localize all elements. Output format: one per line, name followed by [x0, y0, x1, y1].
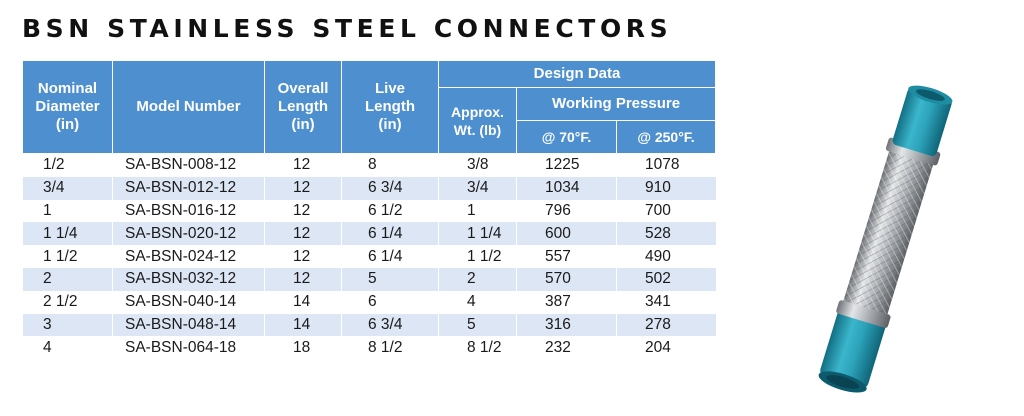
- cell-pressure-70f: 316: [516, 313, 617, 337]
- cell-pressure-250f: 528: [615, 222, 716, 246]
- cell-pressure-250f: 910: [615, 176, 716, 200]
- cell-pressure-70f: 600: [516, 222, 617, 246]
- table-row: 3/4 SA-BSN-012-12 12 6 3/4 3/4 1034 910: [22, 176, 716, 200]
- cell-pressure-70f: 570: [516, 267, 617, 291]
- cell-overall-length: 14: [264, 313, 342, 337]
- cell-model-number: SA-BSN-024-12: [112, 245, 265, 268]
- cell-pressure-250f: 278: [615, 313, 716, 337]
- braided-connector-image: [818, 85, 953, 393]
- cell-pressure-70f: 796: [516, 199, 617, 223]
- page-title: BSN STAINLESS STEEL CONNECTORS: [22, 14, 673, 43]
- cell-live-length: 6 1/4: [341, 222, 439, 246]
- cell-nominal-diameter: 1: [22, 199, 113, 223]
- header-nominal-diameter: Nominal Diameter (in): [22, 60, 113, 154]
- cell-approx-weight: 8 1/2: [438, 336, 517, 360]
- header-overall-length: Overall Length (in): [264, 60, 342, 154]
- table-row: 1 1/2 SA-BSN-024-12 12 6 1/4 1 1/2 557 490: [22, 245, 716, 268]
- cell-live-length: 5: [341, 267, 439, 291]
- cell-nominal-diameter: 1/2: [22, 153, 113, 177]
- cell-overall-length: 12: [264, 176, 342, 200]
- cell-live-length: 8: [341, 153, 439, 177]
- table-row: 1 1/4 SA-BSN-020-12 12 6 1/4 1 1/4 600 528: [22, 222, 716, 246]
- cell-pressure-70f: 557: [516, 245, 617, 268]
- table-row: 1/2 SA-BSN-008-12 12 8 3/8 1225 1078: [22, 153, 716, 177]
- cell-live-length: 6 1/4: [341, 245, 439, 268]
- cell-nominal-diameter: 4: [22, 336, 113, 360]
- cell-pressure-250f: 1078: [615, 153, 716, 177]
- cell-overall-length: 12: [264, 245, 342, 268]
- cell-model-number: SA-BSN-012-12: [112, 176, 265, 200]
- cell-approx-weight: 1 1/4: [438, 222, 517, 246]
- table-row: 3 SA-BSN-048-14 14 6 3/4 5 316 278: [22, 313, 716, 337]
- cell-pressure-250f: 490: [615, 245, 716, 268]
- cell-pressure-70f: 1225: [516, 153, 617, 177]
- table-row: 1 SA-BSN-016-12 12 6 1/2 1 796 700: [22, 199, 716, 223]
- cell-pressure-250f: 502: [615, 267, 716, 291]
- cell-pressure-250f: 700: [615, 199, 716, 223]
- cell-live-length: 6 3/4: [341, 313, 439, 337]
- cell-approx-weight: 5: [438, 313, 517, 337]
- cell-nominal-diameter: 1 1/4: [22, 222, 113, 246]
- table-row: 2 1/2 SA-BSN-040-14 14 6 4 387 341: [22, 290, 716, 314]
- header-pressure-70f: @ 70°F.: [516, 120, 617, 154]
- cell-nominal-diameter: 3/4: [22, 176, 113, 200]
- cell-pressure-250f: 341: [615, 290, 716, 314]
- cell-model-number: SA-BSN-064-18: [112, 336, 265, 360]
- cell-live-length: 6 3/4: [341, 176, 439, 200]
- specs-table-body: 1/2 SA-BSN-008-12 12 8 3/8 1225 1078 3/4 SA-BSN-…: [22, 153, 716, 360]
- cell-nominal-diameter: 1 1/2: [22, 245, 113, 268]
- table-row: 4 SA-BSN-064-18 18 8 1/2 8 1/2 232 204: [22, 336, 716, 360]
- cell-live-length: 6 1/2: [341, 199, 439, 223]
- header-design-data: Design Data: [437, 60, 717, 88]
- cell-overall-length: 18: [264, 336, 342, 360]
- cell-overall-length: 12: [264, 153, 342, 177]
- cell-overall-length: 12: [264, 267, 342, 291]
- cell-overall-length: 12: [264, 199, 342, 223]
- cell-approx-weight: 1 1/2: [438, 245, 517, 268]
- cell-pressure-70f: 232: [516, 336, 617, 360]
- cell-pressure-70f: 387: [516, 290, 617, 314]
- cell-model-number: SA-BSN-032-12: [112, 267, 265, 291]
- cell-approx-weight: 1: [438, 199, 517, 223]
- table-row: 2 SA-BSN-032-12 12 5 2 570 502: [22, 267, 716, 291]
- header-model-number: Model Number: [112, 60, 265, 154]
- header-working-pressure: Working Pressure: [515, 87, 717, 121]
- cell-overall-length: 14: [264, 290, 342, 314]
- header-live-length: Live Length (in): [341, 60, 439, 154]
- cell-model-number: SA-BSN-008-12: [112, 153, 265, 177]
- header-approx-weight: Approx. Wt. (lb): [438, 87, 517, 154]
- cell-approx-weight: 3/4: [438, 176, 517, 200]
- cell-model-number: SA-BSN-016-12: [112, 199, 265, 223]
- cell-approx-weight: 4: [438, 290, 517, 314]
- cell-nominal-diameter: 2 1/2: [22, 290, 113, 314]
- cell-pressure-70f: 1034: [516, 176, 617, 200]
- cell-nominal-diameter: 2: [22, 267, 113, 291]
- cell-live-length: 8 1/2: [341, 336, 439, 360]
- cell-nominal-diameter: 3: [22, 313, 113, 337]
- cell-pressure-250f: 204: [615, 336, 716, 360]
- cell-live-length: 6: [341, 290, 439, 314]
- cell-model-number: SA-BSN-020-12: [112, 222, 265, 246]
- cell-approx-weight: 3/8: [438, 153, 517, 177]
- header-pressure-250f: @ 250°F.: [615, 120, 717, 154]
- cell-approx-weight: 2: [438, 267, 517, 291]
- cell-model-number: SA-BSN-048-14: [112, 313, 265, 337]
- specs-table: Nominal Diameter (in) Model Number Overall…: [22, 60, 717, 360]
- cell-model-number: SA-BSN-040-14: [112, 290, 265, 314]
- cell-overall-length: 12: [264, 222, 342, 246]
